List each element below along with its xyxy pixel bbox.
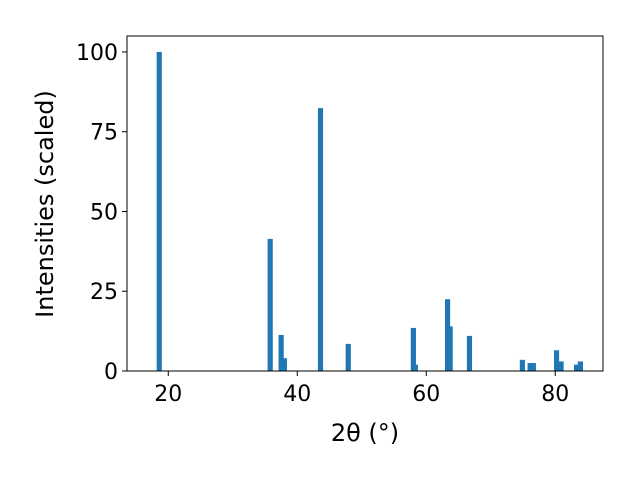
bar [410, 327, 416, 371]
x-tick-label: 60 [412, 382, 440, 407]
bar [317, 108, 324, 371]
bar [267, 238, 273, 371]
x-axis-label: 2θ (°) [331, 419, 399, 447]
bar [530, 363, 536, 371]
bar [345, 343, 351, 371]
bar [558, 361, 564, 371]
y-tick-label: 50 [90, 200, 118, 225]
bar [527, 363, 533, 371]
bar [278, 334, 284, 371]
y-tick-label: 25 [90, 280, 118, 305]
bar [447, 326, 453, 371]
x-tick-label: 40 [283, 382, 311, 407]
bar [519, 359, 525, 371]
y-tick-label: 100 [76, 41, 118, 66]
bar [553, 350, 560, 371]
bar [577, 361, 584, 371]
bar [573, 364, 580, 371]
bar [156, 51, 162, 371]
bar [466, 335, 473, 371]
x-tick-label: 80 [541, 382, 569, 407]
x-tick-label: 20 [154, 382, 182, 407]
plot-frame [126, 35, 604, 372]
y-tick-label: 75 [90, 121, 118, 146]
bar [281, 358, 287, 371]
bar [412, 364, 418, 371]
y-tick-label: 0 [104, 360, 118, 385]
y-axis-label: Intensities (scaled) [31, 90, 59, 318]
